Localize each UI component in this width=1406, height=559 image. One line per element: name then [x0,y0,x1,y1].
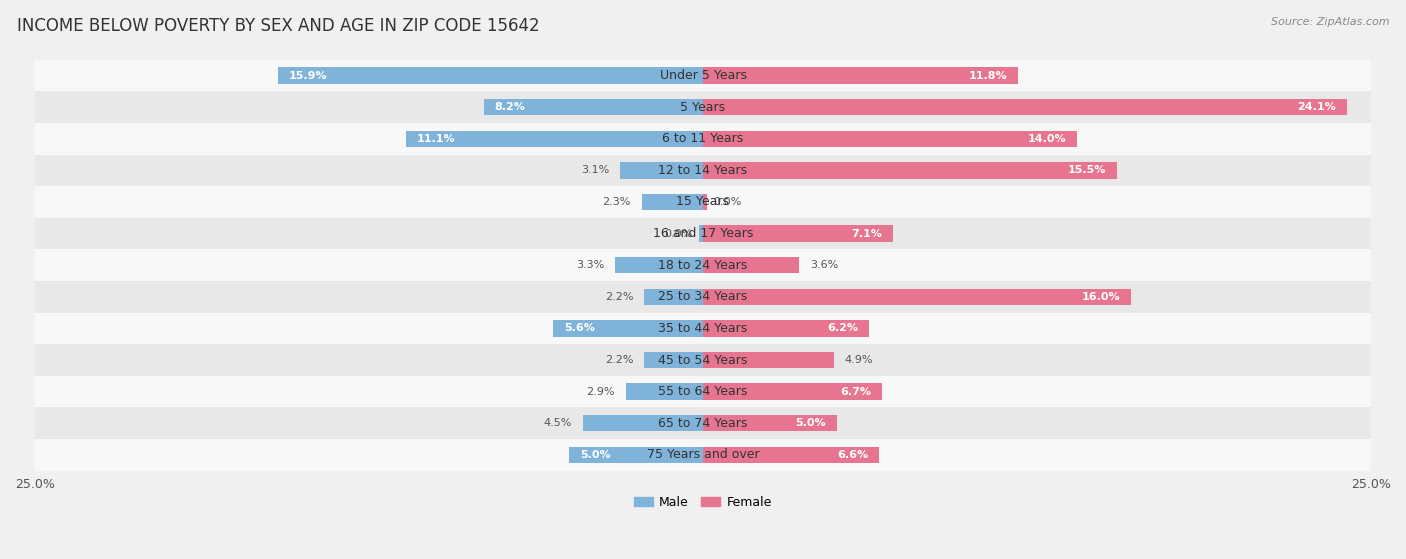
Text: 15.9%: 15.9% [288,70,328,80]
Text: 4.5%: 4.5% [544,418,572,428]
Text: 5 Years: 5 Years [681,101,725,113]
Text: 2.2%: 2.2% [605,292,634,302]
Text: 6.2%: 6.2% [827,324,858,333]
Text: 0.0%: 0.0% [714,197,742,207]
Text: 35 to 44 Years: 35 to 44 Years [658,322,748,335]
Bar [626,383,703,400]
Bar [703,383,882,400]
Bar [35,439,1371,471]
Bar [35,281,1371,312]
Text: Source: ZipAtlas.com: Source: ZipAtlas.com [1271,17,1389,27]
Bar [703,288,1130,305]
Text: INCOME BELOW POVERTY BY SEX AND AGE IN ZIP CODE 15642: INCOME BELOW POVERTY BY SEX AND AGE IN Z… [17,17,540,35]
Text: 11.1%: 11.1% [418,134,456,144]
Bar [35,312,1371,344]
Bar [278,67,703,84]
Bar [554,320,703,337]
Text: 55 to 64 Years: 55 to 64 Years [658,385,748,398]
Text: 5.0%: 5.0% [796,418,825,428]
Text: 6.6%: 6.6% [838,450,869,460]
Bar [35,218,1371,249]
Bar [703,67,1018,84]
Legend: Male, Female: Male, Female [630,491,776,514]
Bar [620,162,703,178]
Text: 8.2%: 8.2% [495,102,526,112]
Text: 11.8%: 11.8% [969,70,1008,80]
Bar [35,344,1371,376]
Bar [582,415,703,432]
Text: 14.0%: 14.0% [1028,134,1066,144]
Text: 2.2%: 2.2% [605,355,634,365]
Text: Under 5 Years: Under 5 Years [659,69,747,82]
Bar [703,415,837,432]
Bar [644,288,703,305]
Text: 16 and 17 Years: 16 and 17 Years [652,227,754,240]
Bar [35,408,1371,439]
Bar [35,154,1371,186]
Bar [703,130,1077,147]
Text: 3.6%: 3.6% [810,260,838,270]
Bar [35,376,1371,408]
Text: 6.7%: 6.7% [841,387,872,397]
Text: 12 to 14 Years: 12 to 14 Years [658,164,748,177]
Bar [35,91,1371,123]
Text: 5.6%: 5.6% [564,324,595,333]
Bar [703,447,879,463]
Bar [703,99,1347,115]
Text: 7.1%: 7.1% [851,229,882,239]
Bar [569,447,703,463]
Bar [703,320,869,337]
Bar [703,225,893,242]
Bar [644,352,703,368]
Bar [484,99,703,115]
Text: 6 to 11 Years: 6 to 11 Years [662,132,744,145]
Bar [614,257,703,273]
Text: 16.0%: 16.0% [1081,292,1119,302]
Bar [703,194,707,210]
Text: 24.1%: 24.1% [1298,102,1336,112]
Bar [406,130,703,147]
Bar [703,162,1118,178]
Bar [703,257,799,273]
Text: 3.3%: 3.3% [576,260,605,270]
Text: 18 to 24 Years: 18 to 24 Years [658,259,748,272]
Bar [35,60,1371,91]
Text: 65 to 74 Years: 65 to 74 Years [658,416,748,430]
Text: 15.5%: 15.5% [1069,165,1107,176]
Text: 5.0%: 5.0% [581,450,610,460]
Text: 75 Years and over: 75 Years and over [647,448,759,461]
Bar [699,225,703,242]
Text: 3.1%: 3.1% [581,165,609,176]
Text: 15 Years: 15 Years [676,196,730,209]
Bar [641,194,703,210]
Text: 45 to 54 Years: 45 to 54 Years [658,353,748,367]
Text: 2.3%: 2.3% [603,197,631,207]
Text: 0.0%: 0.0% [664,229,692,239]
Bar [35,123,1371,154]
Text: 4.9%: 4.9% [845,355,873,365]
Bar [35,249,1371,281]
Bar [35,186,1371,218]
Bar [703,352,834,368]
Text: 25 to 34 Years: 25 to 34 Years [658,290,748,304]
Text: 2.9%: 2.9% [586,387,614,397]
